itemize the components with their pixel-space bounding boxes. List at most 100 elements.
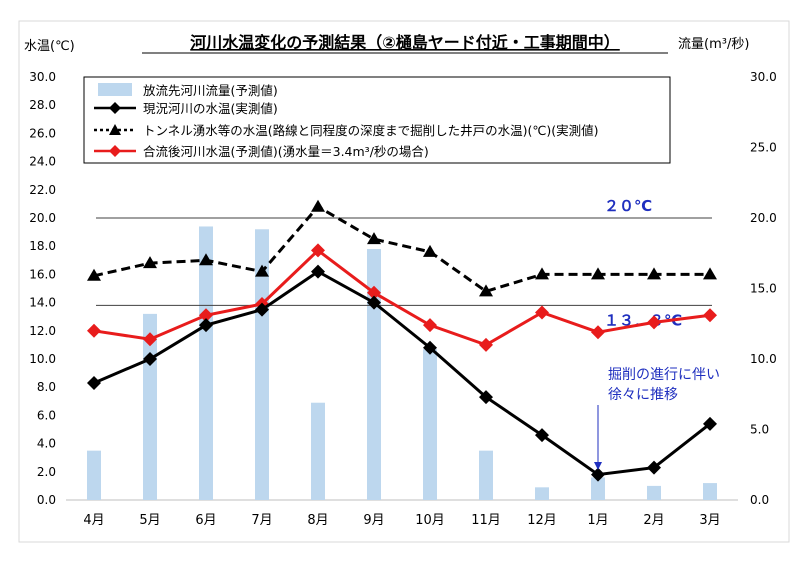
series-marker <box>703 267 717 280</box>
series-marker <box>535 428 549 443</box>
series-marker <box>423 244 437 257</box>
series-marker <box>703 308 717 323</box>
series-marker <box>479 284 493 297</box>
left-tick-label: 22.0 <box>29 183 56 197</box>
x-tick-label: 8月 <box>307 513 328 528</box>
series-marker <box>423 340 437 355</box>
x-axis-ticks: 4月 5月 6月 7月 8月 9月 10月 11月 12月 1月 2月 3月 <box>83 513 720 528</box>
series-marker <box>311 243 325 258</box>
series-marker <box>255 264 269 277</box>
left-axis-title: 水温(℃) <box>24 39 75 54</box>
x-tick-label: 11月 <box>471 513 501 528</box>
series-marker <box>255 302 269 317</box>
series-marker <box>311 199 325 212</box>
chart-title: 河川水温変化の予測結果（②樋島ヤード付近・工事期間中） <box>190 33 620 52</box>
x-tick-label: 9月 <box>363 513 384 528</box>
series-marker <box>143 332 157 347</box>
series-marker <box>367 285 381 300</box>
x-tick-label: 10月 <box>415 513 445 528</box>
left-tick-label: 0.0 <box>37 493 56 507</box>
x-tick-label: 12月 <box>527 513 557 528</box>
x-tick-label: 7月 <box>251 513 272 528</box>
x-tick-label: 5月 <box>139 513 160 528</box>
left-tick-label: 4.0 <box>37 437 56 451</box>
flow-bar <box>703 483 717 500</box>
legend-marker <box>109 124 121 135</box>
series-marker <box>479 390 493 405</box>
left-axis-ticks: 0.0 2.0 4.0 6.0 8.0 10.0 12.0 14.0 16.0 18.0 20.0 2… <box>29 70 56 507</box>
series-marker <box>535 267 549 280</box>
reference-line-label: ２０℃ <box>604 197 652 215</box>
legend: 放流先河川流量(予測値) 現況河川の水温(実測値) トンネル湧水等の水温(路線と同程… <box>83 76 671 164</box>
left-tick-label: 20.0 <box>29 211 56 225</box>
x-tick-label: 1月 <box>587 513 608 528</box>
flow-bar <box>479 450 493 500</box>
flow-bar <box>255 229 269 500</box>
left-tick-label: 8.0 <box>37 380 56 394</box>
right-tick-label: 10.0 <box>750 352 777 366</box>
flow-bar <box>591 477 605 500</box>
flow-bar <box>87 450 101 500</box>
series-marker <box>647 315 661 330</box>
series-marker <box>199 318 213 333</box>
series-marker <box>143 256 157 269</box>
left-tick-label: 24.0 <box>29 155 56 169</box>
x-tick-label: 4月 <box>83 513 104 528</box>
series-marker <box>87 375 101 390</box>
left-tick-label: 2.0 <box>37 465 56 479</box>
legend-box <box>83 76 671 164</box>
series-marker <box>703 416 717 431</box>
legend-label: 合流後河川水温(予測値)(湧水量＝3.4m³/秒の場合) <box>143 144 429 159</box>
series-marker <box>591 325 605 340</box>
series-marker <box>479 337 493 352</box>
x-tick-label: 2月 <box>643 513 664 528</box>
annotation-line1: 掘削の進行に伴い <box>608 367 720 383</box>
series-marker <box>591 267 605 280</box>
series-marker <box>143 352 157 366</box>
flow-bar <box>423 349 437 500</box>
right-tick-label: 5.0 <box>750 423 769 437</box>
series-marker <box>423 318 437 333</box>
x-tick-label: 6月 <box>195 513 216 528</box>
series-line <box>93 269 711 477</box>
right-axis-title: 流量(m³/秒) <box>678 37 749 52</box>
series-marker <box>367 295 381 310</box>
legend-marker <box>109 102 121 114</box>
left-tick-label: 30.0 <box>29 70 56 84</box>
right-tick-label: 0.0 <box>750 493 769 507</box>
reference-lines: ２０℃ １３．８℃ <box>96 197 712 329</box>
left-tick-label: 16.0 <box>29 267 56 281</box>
series-marker <box>647 267 661 280</box>
legend-swatch <box>98 83 132 96</box>
series-marker <box>199 253 213 266</box>
right-tick-label: 20.0 <box>750 211 777 225</box>
left-tick-label: 26.0 <box>29 126 56 140</box>
x-tick-label: 3月 <box>699 513 720 528</box>
series-marker <box>87 268 101 281</box>
legend-label: トンネル湧水等の水温(路線と同程度の深度まで掘削した井戸の水温)(℃)(実測値) <box>143 123 599 138</box>
right-tick-label: 25.0 <box>750 141 777 155</box>
series-marker <box>311 264 325 279</box>
series-line <box>93 248 711 347</box>
series-marker <box>87 323 101 338</box>
right-tick-label: 30.0 <box>750 70 777 84</box>
line-series <box>87 199 717 482</box>
series-marker <box>535 305 549 320</box>
flow-bar <box>199 226 213 500</box>
legend-label: 放流先河川流量(予測値) <box>143 83 278 98</box>
series-marker <box>647 460 661 475</box>
right-tick-label: 15.0 <box>750 282 777 296</box>
reference-line-label: １３．８℃ <box>604 311 682 329</box>
left-tick-label: 10.0 <box>29 352 56 366</box>
flow-bar <box>535 487 549 500</box>
right-axis-ticks: 0.0 5.0 10.0 15.0 20.0 25.0 30.0 <box>750 70 777 507</box>
legend-label: 現況河川の水温(実測値) <box>143 101 278 116</box>
legend-marker <box>109 145 121 157</box>
left-tick-label: 6.0 <box>37 408 56 422</box>
left-tick-label: 12.0 <box>29 324 56 338</box>
left-tick-label: 28.0 <box>29 98 56 112</box>
left-tick-label: 14.0 <box>29 296 56 310</box>
flow-bar <box>647 485 661 500</box>
series-marker <box>591 467 605 482</box>
